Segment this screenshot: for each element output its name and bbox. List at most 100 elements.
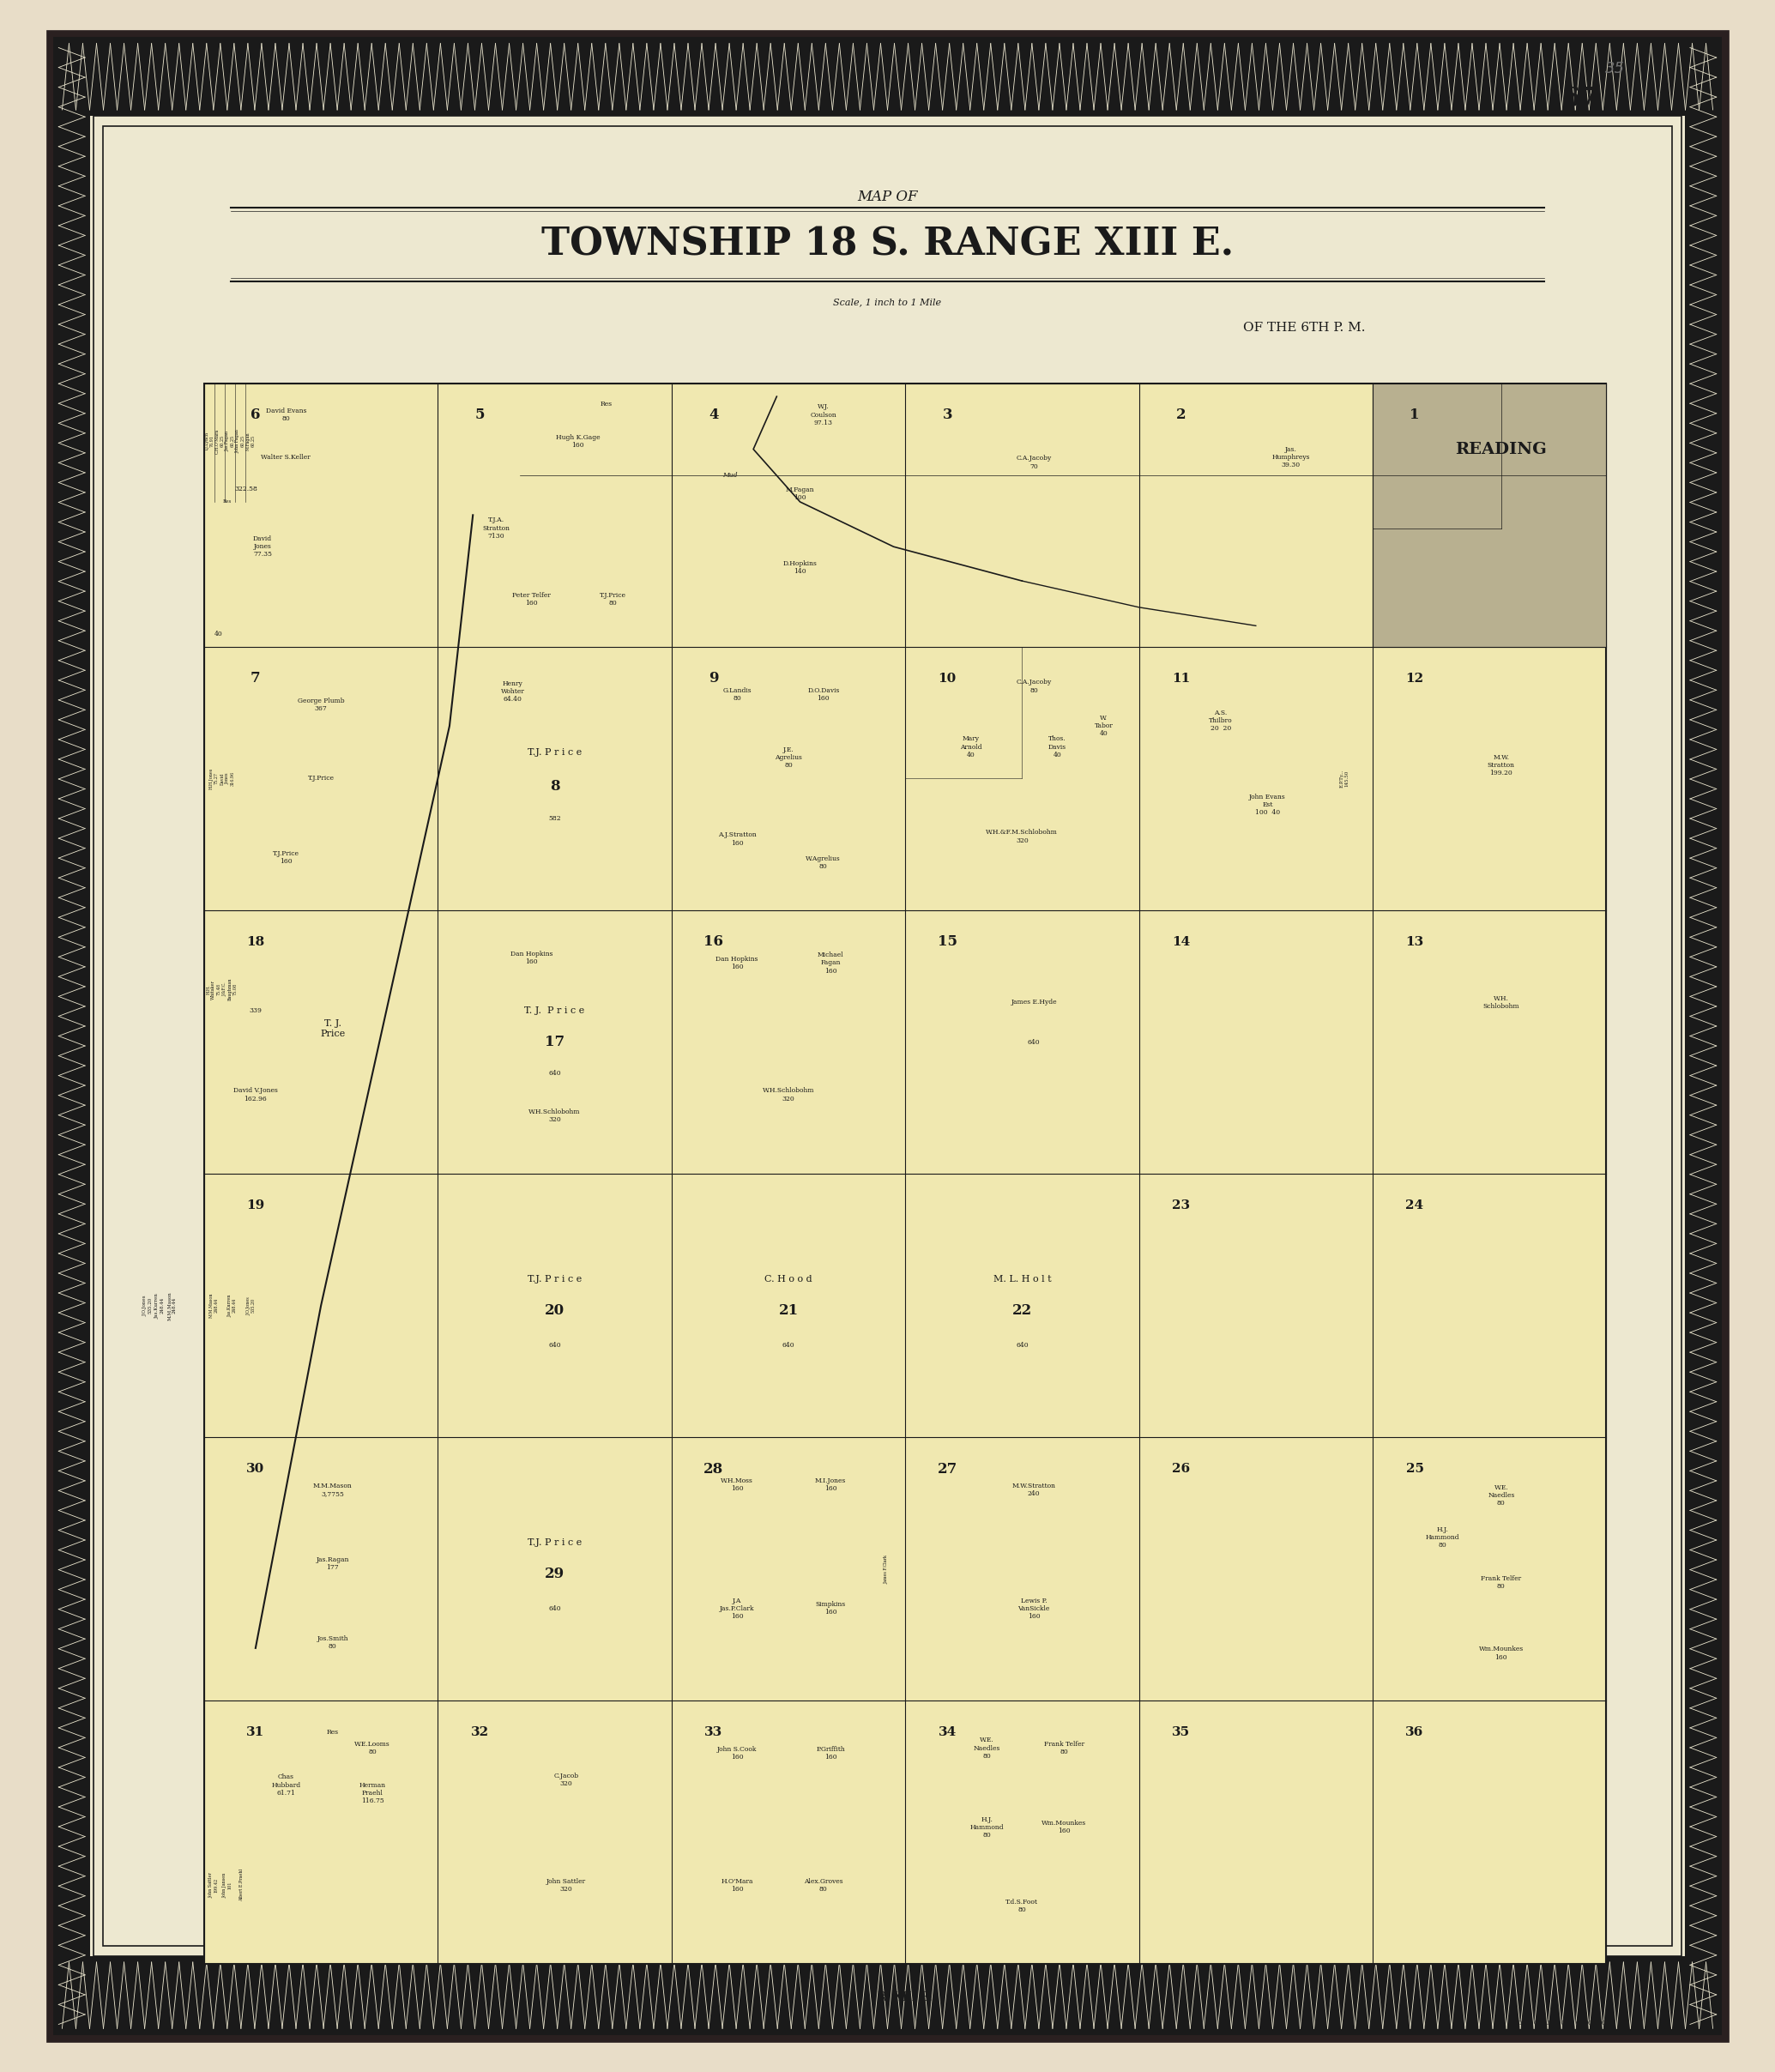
Text: A.S.
Thilbro
20  20: A.S. Thilbro 20 20 (1209, 709, 1232, 731)
Text: 5: 5 (476, 408, 485, 423)
Text: James F.Clark: James F.Clark (884, 1554, 889, 1583)
Text: T.J. P r i c e: T.J. P r i c e (527, 748, 582, 756)
Text: GEO. A. OGLE & CO., CHICAGO: GEO. A. OGLE & CO., CHICAGO (1509, 2018, 1606, 2026)
Text: 582: 582 (548, 814, 561, 821)
Text: 12: 12 (1406, 673, 1424, 684)
Text: M.M.Mason
248.44: M.M.Mason 248.44 (167, 1291, 178, 1320)
Text: Alex.Groves
80: Alex.Groves 80 (804, 1877, 843, 1892)
Text: Albert E.Praehl: Albert E.Praehl (240, 1869, 243, 1902)
Text: T.J.A.
Stratton
7130: T.J.A. Stratton 7130 (483, 516, 509, 539)
Text: M.M.Mason
248.44: M.M.Mason 248.44 (209, 1293, 218, 1318)
Text: T.J.Price
80: T.J.Price 80 (600, 593, 627, 607)
Text: T.d.S.Foot
80: T.d.S.Foot 80 (1006, 1898, 1038, 1915)
Text: John Fagan
60.25: John Fagan 60.25 (236, 429, 245, 454)
Text: H.J.
Hammond
80: H.J. Hammond 80 (1425, 1527, 1459, 1548)
Text: Jas.Kurren
248.44: Jas.Kurren 248.44 (227, 1295, 236, 1318)
Text: 29: 29 (545, 1566, 564, 1581)
Text: E.P.Ty...
145.50: E.P.Ty... 145.50 (1340, 769, 1349, 787)
Text: C.A.Jacoby
80: C.A.Jacoby 80 (1015, 680, 1051, 694)
Text: 15: 15 (937, 934, 957, 949)
Text: Michael
Fagan
160: Michael Fagan 160 (816, 951, 843, 974)
Text: Thos.
Davis
40: Thos. Davis 40 (1047, 736, 1067, 758)
Text: M.Fagan
60.25: M.Fagan 60.25 (245, 431, 256, 450)
Text: Lewis P.
VanSickle
160: Lewis P. VanSickle 160 (1017, 1598, 1049, 1620)
Text: TOWNSHIP 18 S. RANGE XIII E.: TOWNSHIP 18 S. RANGE XIII E. (541, 226, 1234, 263)
Text: 19: 19 (247, 1200, 264, 1212)
Text: J.A
Jas.P.Clark
160: J.A Jas.P.Clark 160 (719, 1598, 754, 1620)
Text: P.Griffith
160: P.Griffith 160 (816, 1747, 845, 1761)
Text: Res: Res (327, 1728, 339, 1736)
Text: M. L. H o l t: M. L. H o l t (992, 1274, 1051, 1283)
Text: W.Agrelius
80: W.Agrelius 80 (806, 856, 841, 870)
Text: 10: 10 (939, 673, 957, 684)
Text: 640: 640 (548, 1343, 561, 1349)
Text: G.Landis
80: G.Landis 80 (722, 686, 751, 702)
Text: M.Fagan
100: M.Fagan 100 (786, 487, 815, 501)
Text: H.O'Mara
160: H.O'Mara 160 (721, 1877, 753, 1892)
Text: W.J.
Coulson
97.13: W.J. Coulson 97.13 (809, 404, 836, 427)
Text: 20: 20 (545, 1303, 564, 1318)
Text: 30: 30 (247, 1463, 264, 1475)
Text: 6: 6 (250, 408, 261, 423)
Text: W.H.
Schlobohm: W.H. Schlobohm (1482, 995, 1519, 1009)
Text: D.O.Davis
160: D.O.Davis 160 (808, 686, 840, 702)
Text: Jas.
Humphreys
39.30: Jas. Humphreys 39.30 (1271, 445, 1310, 468)
Text: Peter Telfer
160: Peter Telfer 160 (511, 593, 550, 607)
Text: 22: 22 (1012, 1303, 1031, 1318)
Text: 18: 18 (247, 937, 264, 947)
Text: 35: 35 (1172, 1726, 1189, 1738)
Text: 640: 640 (783, 1343, 795, 1349)
Text: W.E.Looms
80: W.E.Looms 80 (355, 1740, 390, 1755)
Text: T.J.Price
160: T.J.Price 160 (273, 850, 300, 864)
Text: 16: 16 (703, 934, 724, 949)
Text: John Jansen
101: John Jansen 101 (224, 1873, 233, 1898)
Text: A.J.Stratton
160: A.J.Stratton 160 (717, 831, 756, 847)
Text: Simpkins
160: Simpkins 160 (815, 1602, 845, 1616)
Text: H.H.
Whitaker
75.48: H.H. Whitaker 75.48 (206, 980, 220, 999)
Text: Wm.Mounkes
160: Wm.Mounkes 160 (1042, 1819, 1086, 1834)
Text: J.&F.C.
Baughman
75.08: J.&F.C. Baughman 75.08 (222, 978, 236, 1001)
Text: David
Jones
77.35: David Jones 77.35 (254, 535, 272, 557)
Text: C.H.O'Mara
60.25: C.H.O'Mara 60.25 (215, 429, 224, 454)
Text: D.Hopkins
140: D.Hopkins 140 (783, 559, 816, 576)
Text: Mary
Arnold
40: Mary Arnold 40 (960, 736, 982, 758)
Text: 31: 31 (247, 1726, 264, 1738)
Text: J.E.
Agrelius
80: J.E. Agrelius 80 (774, 746, 802, 769)
Text: Wm.Mounkes
160: Wm.Mounkes 160 (1479, 1645, 1523, 1662)
Text: J.O.Jones
535.20: J.O.Jones 535.20 (142, 1295, 153, 1316)
Text: Mud: Mud (722, 472, 737, 479)
Text: READING: READING (1456, 441, 1548, 458)
Text: MAP OF: MAP OF (857, 189, 918, 205)
Text: 32: 32 (470, 1726, 488, 1738)
Bar (53, 1956, 1722, 2035)
Text: T. J.
Price: T. J. Price (320, 1019, 344, 1038)
Text: 27: 27 (937, 1461, 957, 1475)
Text: T.J.Lynch
76.91: T.J.Lynch 76.91 (204, 431, 215, 452)
Text: 26: 26 (1172, 1463, 1189, 1475)
Text: Frank Telfer
80: Frank Telfer 80 (1480, 1575, 1521, 1589)
Text: Henry
Wohter
64.40: Henry Wohter 64.40 (501, 680, 525, 702)
Text: T.J. P r i c e: T.J. P r i c e (527, 1537, 582, 1548)
Text: R. XIII E.: R. XIII E. (879, 1991, 932, 2004)
Text: 13: 13 (1406, 937, 1424, 947)
Text: W.E.
Naedles
80: W.E. Naedles 80 (974, 1736, 1001, 1759)
Text: W.
Tabor
40: W. Tabor 40 (1095, 715, 1113, 738)
Text: M.M.Mason
3,7755: M.M.Mason 3,7755 (312, 1484, 351, 1498)
Text: Jas.Fagan
60.25: Jas.Fagan 60.25 (225, 431, 234, 452)
Text: Jas.Ragan
177: Jas.Ragan 177 (316, 1556, 350, 1571)
Text: 25: 25 (1406, 1463, 1424, 1475)
Text: C.Jacob
320: C.Jacob 320 (554, 1772, 579, 1788)
Text: John Evans
Est
100  40: John Evans Est 100 40 (1250, 794, 1285, 816)
Text: 640: 640 (1028, 1038, 1040, 1046)
Text: 1: 1 (1409, 408, 1420, 423)
Text: 322.58: 322.58 (234, 485, 257, 493)
Text: 28: 28 (703, 1461, 724, 1475)
Bar (1372, 383, 1606, 646)
Text: 36: 36 (1406, 1726, 1424, 1738)
Text: M.W.Stratton
240: M.W.Stratton 240 (1012, 1484, 1056, 1498)
Text: M.W.
Stratton
199.20: M.W. Stratton 199.20 (1487, 754, 1514, 777)
Text: W.H.Moss
160: W.H.Moss 160 (721, 1477, 753, 1492)
Text: C. H o o d: C. H o o d (765, 1274, 813, 1283)
Text: John Sattler
320: John Sattler 320 (547, 1877, 586, 1892)
Text: George Plumb
367: George Plumb 367 (298, 698, 344, 713)
